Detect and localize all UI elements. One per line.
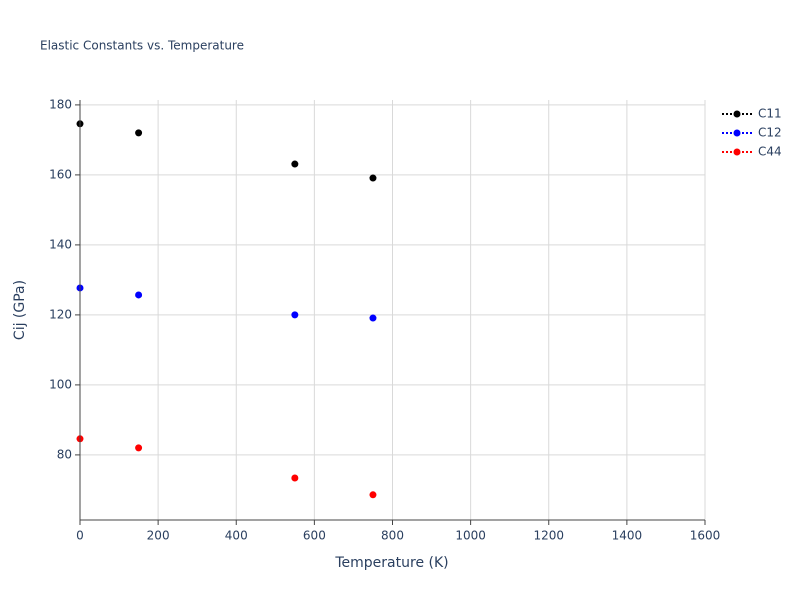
data-point xyxy=(291,474,299,482)
legend-marker xyxy=(733,110,741,118)
y-tick-label: 120 xyxy=(49,307,72,321)
legend-label: C12 xyxy=(758,126,782,140)
legend-marker xyxy=(733,129,741,137)
x-tick-label: 1600 xyxy=(690,529,721,543)
data-point xyxy=(135,129,143,137)
chart-title: Elastic Constants vs. Temperature xyxy=(40,39,244,53)
data-point xyxy=(291,311,299,319)
x-tick-label: 800 xyxy=(381,529,404,543)
legend-label: C44 xyxy=(758,145,782,159)
plot-area: 0 200 400 600 800 1000 1200 1400 1600 80 100 120 140… xyxy=(49,97,720,542)
y-tick-label: 180 xyxy=(49,97,72,111)
x-tick-label: 600 xyxy=(303,529,326,543)
data-point xyxy=(291,160,299,168)
legend-label: C11 xyxy=(758,107,782,121)
data-point xyxy=(369,174,377,182)
y-axis-label: Cij (GPa) xyxy=(12,280,28,340)
y-tick-label: 100 xyxy=(49,377,72,391)
x-tick-label: 1400 xyxy=(612,529,643,543)
x-tick-label: 1200 xyxy=(533,529,564,543)
data-point xyxy=(135,444,143,452)
x-axis-label: Temperature (K) xyxy=(334,555,448,571)
y-tick-label: 140 xyxy=(49,237,72,251)
x-tick-label: 200 xyxy=(147,529,170,543)
data-point xyxy=(369,491,377,499)
data-point xyxy=(135,291,143,299)
x-tick-label: 0 xyxy=(76,529,84,543)
y-tick-label: 80 xyxy=(57,447,72,461)
x-tick-label: 1000 xyxy=(455,529,486,543)
y-tick-label: 160 xyxy=(49,167,72,181)
x-tick-label: 400 xyxy=(225,529,248,543)
legend-marker xyxy=(733,148,741,156)
data-point xyxy=(369,314,377,322)
